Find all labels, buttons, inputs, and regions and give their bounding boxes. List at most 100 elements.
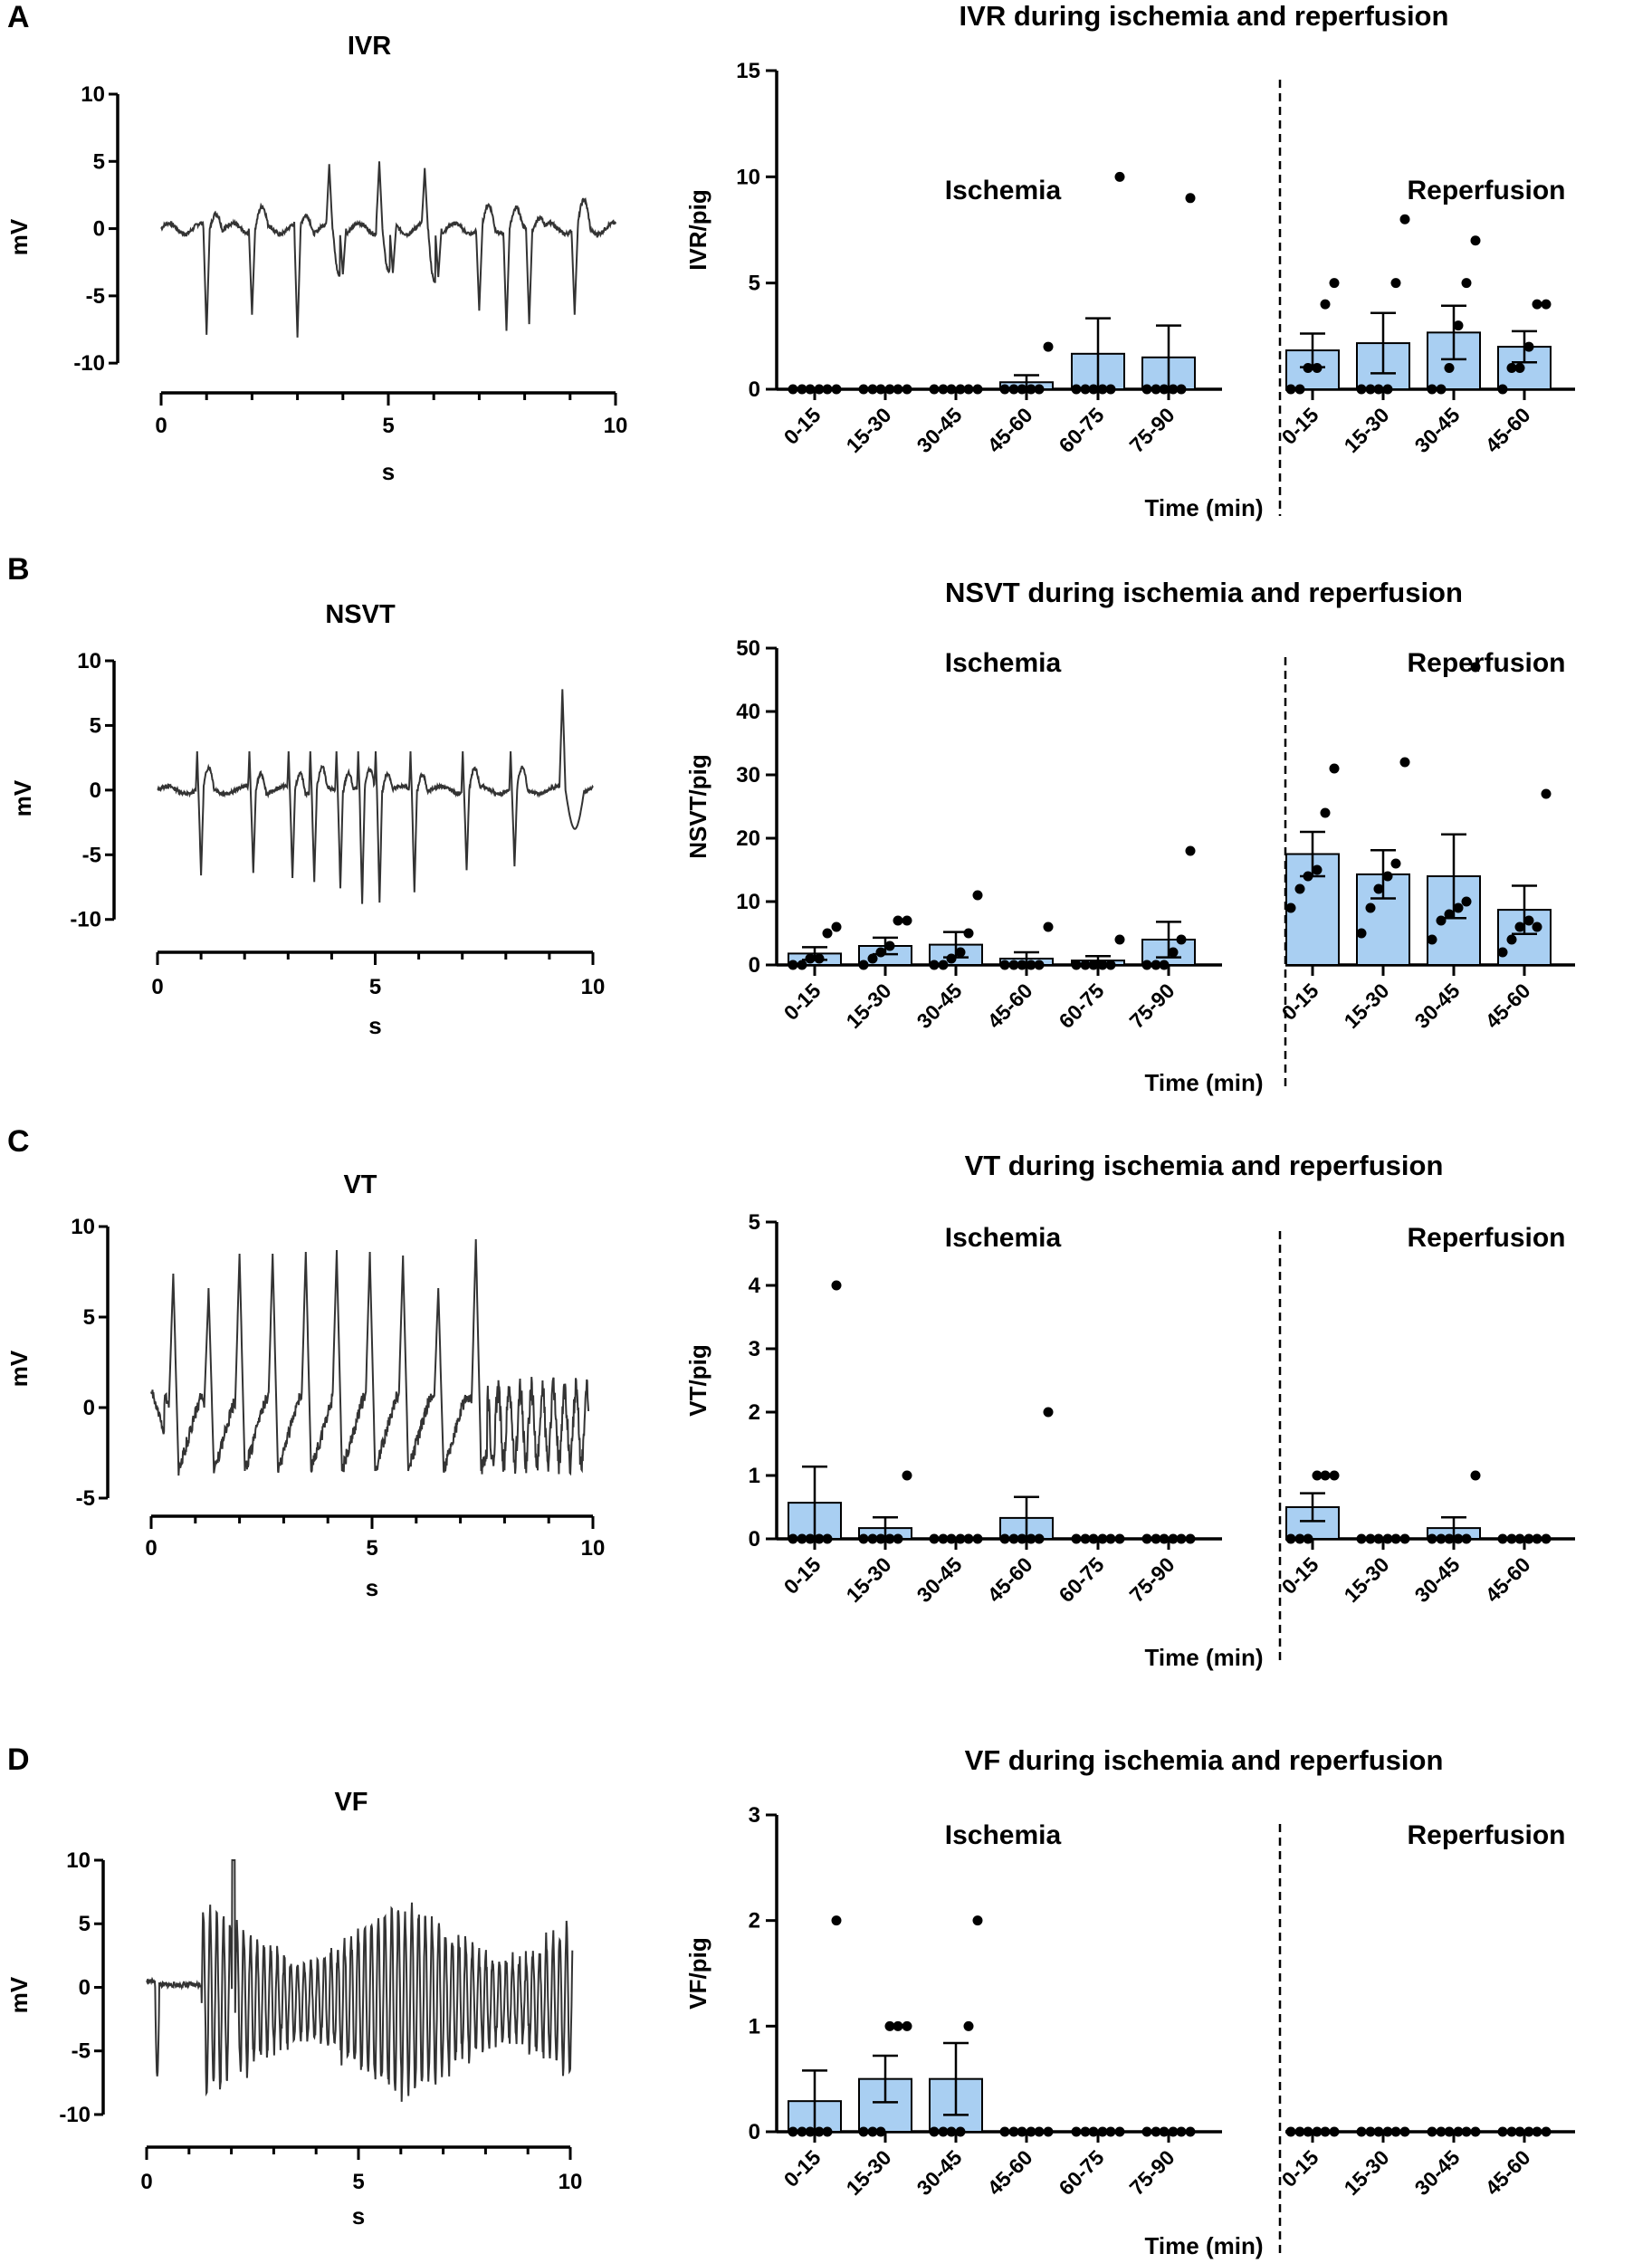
ecg-title: VT [343,1170,377,1199]
ecg-trace-chart: IVR 10 5 0 -5 -10 mV 0 5 10 s [5,32,627,485]
data-point [1105,960,1116,970]
y-tick-label: 2 [749,1909,760,1934]
x-tick-label: 45-60 [1481,979,1535,1033]
x-tick-label: 45-60 [1481,1552,1535,1607]
data-point [797,960,807,970]
ecg-title: NSVT [325,600,396,629]
data-point [1080,1533,1091,1544]
data-point [963,2020,974,2031]
data-point [1312,1470,1323,1481]
data-point [929,2126,940,2137]
ecg-trace-chart: VF 10 5 0 -5 -10 mV 0 5 10 s [5,1788,582,2230]
ecg-y-label: mV [9,779,36,816]
x-tick-label: 15-30 [842,403,896,457]
data-point [1114,171,1125,182]
x-tick-label: 15-30 [842,2145,896,2200]
data-point [902,1470,912,1481]
data-point [805,1533,816,1544]
ecg-y-tick-label: -5 [76,1486,95,1511]
data-point [1017,2126,1027,2137]
x-tick-label: 75-90 [1125,979,1179,1033]
ecg-title: IVR [348,32,391,61]
data-point [1399,1533,1410,1544]
ecg-trace-chart: NSVT 10 5 0 -5 -10 mV 0 5 10 s [9,600,605,1039]
data-point [1436,1533,1447,1544]
ecg-y-tick-label: -10 [73,351,105,376]
data-point [946,1533,957,1544]
ecg-y-tick-label: 10 [66,1848,91,1873]
x-tick-label: 60-75 [1055,2145,1109,2200]
data-point [858,1533,869,1544]
data-point [1444,363,1455,374]
ecg-waveform [150,1238,590,1476]
phase-label-ischemia: Ischemia [945,1820,1062,1850]
data-point [955,384,966,395]
data-point [1506,2126,1517,2137]
ecg-x-tick-label: 10 [581,1536,606,1561]
x-tick-label: 45-60 [983,403,1037,457]
data-point [1080,960,1091,970]
x-tick-label: 45-60 [983,1552,1037,1607]
data-point [1088,960,1099,970]
x-tick-label: 15-30 [842,1552,896,1607]
ecg-y-label: mV [5,1976,33,2013]
x-tick-label: 0-15 [779,403,826,449]
data-point [831,921,842,932]
data-point [1461,2126,1472,2137]
ecg-y-tick-label: -10 [59,2103,91,2127]
data-point [1532,921,1542,932]
data-point [1071,2126,1082,2137]
y-tick-label: 0 [749,2120,760,2144]
panel-letter: B [7,552,30,587]
data-point [938,1533,949,1544]
data-point [1026,960,1036,970]
data-point [1185,193,1196,204]
ecg-x-tick-label: 10 [581,975,606,999]
ecg-waveform [157,689,594,904]
data-point [1470,235,1481,246]
data-point [1320,1470,1331,1481]
data-point [1523,1533,1534,1544]
data-point [831,384,842,395]
data-point [1312,2126,1323,2137]
data-point [946,384,957,395]
x-axis-label: Time (min) [1145,1644,1264,1671]
data-point [1168,947,1179,958]
ecg-trace-chart: VT 10 5 0 -5 mV 0 5 10 s [5,1170,605,1601]
data-point [1399,757,1410,768]
data-point [1356,1533,1367,1544]
data-point [1303,871,1313,882]
data-point [788,1533,798,1544]
x-tick-label: 60-75 [1055,403,1109,457]
x-tick-label: 0-15 [779,1552,826,1599]
x-tick-label: 75-90 [1125,1552,1179,1607]
data-point [867,384,878,395]
data-point [1294,2126,1305,2137]
data-point [1427,384,1437,395]
data-point [884,1533,895,1544]
data-point [1285,902,1296,913]
phase-label-reperfusion: Reperfusion [1407,1223,1565,1253]
data-point [1008,384,1019,395]
data-point [1105,1533,1116,1544]
data-point [1303,363,1313,374]
x-tick-label: 30-45 [912,979,967,1033]
x-tick-label: 45-60 [983,2145,1037,2200]
y-tick-label: 3 [749,1337,760,1361]
data-point [1453,1533,1464,1544]
data-point [797,384,807,395]
ecg-y-tick-label: -5 [82,843,101,867]
data-point [1390,1533,1401,1544]
data-point [1159,960,1170,970]
data-point [1285,384,1296,395]
y-tick-label: 40 [736,700,760,724]
data-point [1294,1533,1305,1544]
data-point [875,384,886,395]
y-axis-label: NSVT/pig [684,754,711,859]
data-point [938,2126,949,2137]
data-point [1365,384,1376,395]
data-point [875,2126,886,2137]
data-point [1399,2126,1410,2137]
